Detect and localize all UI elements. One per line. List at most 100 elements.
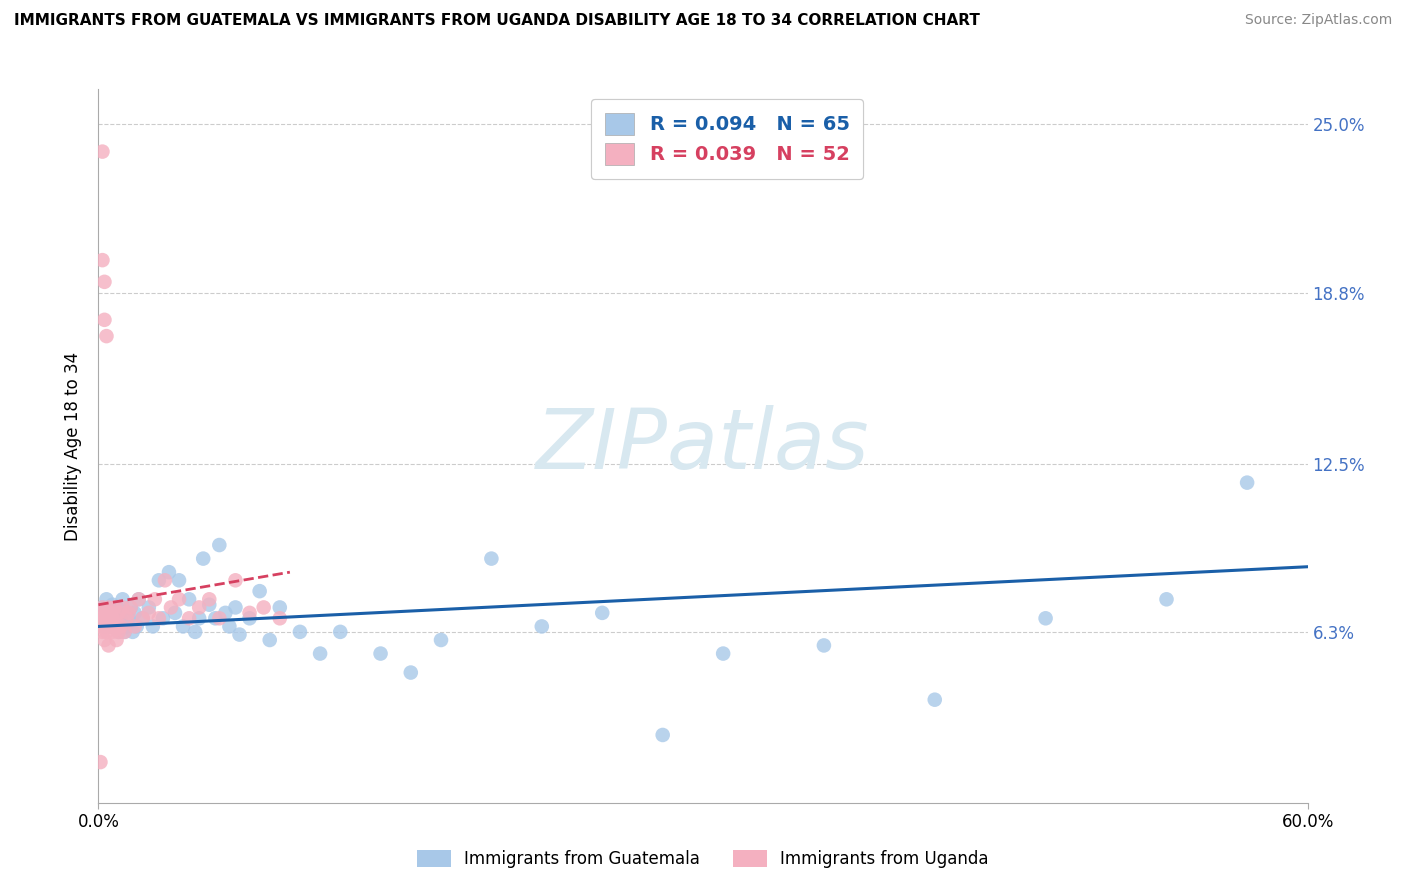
Point [103,619,125,633]
Point [1035,611,1057,625]
Point [239,606,262,620]
Point [160,600,183,615]
Point [91,624,114,639]
Point [97,600,120,615]
Point [399,665,422,680]
Point [530,619,553,633]
Point [288,624,311,639]
Point [114,624,136,639]
Point [89,755,111,769]
Point [132,611,155,625]
Point [218,619,240,633]
Point [249,584,271,599]
Text: Source: ZipAtlas.com: Source: ZipAtlas.com [1244,13,1392,28]
Point [179,592,201,607]
Legend: Immigrants from Guatemala, Immigrants from Uganda: Immigrants from Guatemala, Immigrants fr… [411,843,995,875]
Point [114,624,136,639]
Point [115,611,138,625]
Point [125,619,148,633]
Point [93,606,115,620]
Point [107,624,129,639]
Point [97,611,120,625]
Point [105,611,128,625]
Point [198,592,221,607]
Point [142,619,165,633]
Point [120,600,142,615]
Point [96,624,118,639]
Point [269,611,291,625]
Point [179,611,201,625]
Point [120,600,142,615]
Point [105,632,128,647]
Point [163,606,186,620]
Point [309,647,332,661]
Point [253,600,276,615]
Point [813,639,835,653]
Point [153,574,176,588]
Text: IMMIGRANTS FROM GUATEMALA VS IMMIGRANTS FROM UGANDA DISABILITY AGE 18 TO 34 CORR: IMMIGRANTS FROM GUATEMALA VS IMMIGRANTS … [14,13,980,29]
Point [591,606,613,620]
Point [91,145,114,159]
Point [184,624,207,639]
Point [651,728,673,742]
Point [138,600,160,615]
Point [1236,475,1258,490]
Text: ZIPatlas: ZIPatlas [536,406,870,486]
Point [115,619,138,633]
Point [97,600,120,615]
Point [91,611,114,625]
Point [93,619,115,633]
Point [91,600,114,615]
Point [96,592,118,607]
Point [329,624,352,639]
Point [101,611,124,625]
Point [97,611,120,625]
Point [224,600,246,615]
Point [124,619,146,633]
Point [204,611,226,625]
Point [91,253,114,268]
Point [481,551,503,566]
Point [924,692,946,706]
Point [118,606,141,620]
Point [110,619,132,633]
Point [101,624,124,639]
Point [711,647,734,661]
Point [96,606,118,620]
Point [188,600,211,615]
Point [172,619,194,633]
Point [97,639,120,653]
Point [132,611,155,625]
Point [430,632,453,647]
Point [111,592,134,607]
Point [128,592,150,607]
Point [121,624,143,639]
Point [148,574,170,588]
Point [128,592,150,607]
Point [103,619,125,633]
Legend: R = 0.094   N = 65, R = 0.039   N = 52: R = 0.094 N = 65, R = 0.039 N = 52 [591,99,863,178]
Point [228,627,250,641]
Point [269,600,291,615]
Point [105,611,128,625]
Point [100,619,122,633]
Point [1156,592,1178,607]
Point [93,632,115,647]
Point [208,611,231,625]
Point [105,600,128,615]
Point [167,574,190,588]
Point [101,598,124,612]
Point [93,275,115,289]
Point [100,619,122,633]
Point [138,606,160,620]
Point [214,606,236,620]
Point [89,611,111,625]
Point [148,611,170,625]
Point [103,600,125,615]
Point [188,611,211,625]
Point [89,606,111,620]
Point [239,611,262,625]
Point [101,606,124,620]
Point [107,606,129,620]
Point [157,565,180,579]
